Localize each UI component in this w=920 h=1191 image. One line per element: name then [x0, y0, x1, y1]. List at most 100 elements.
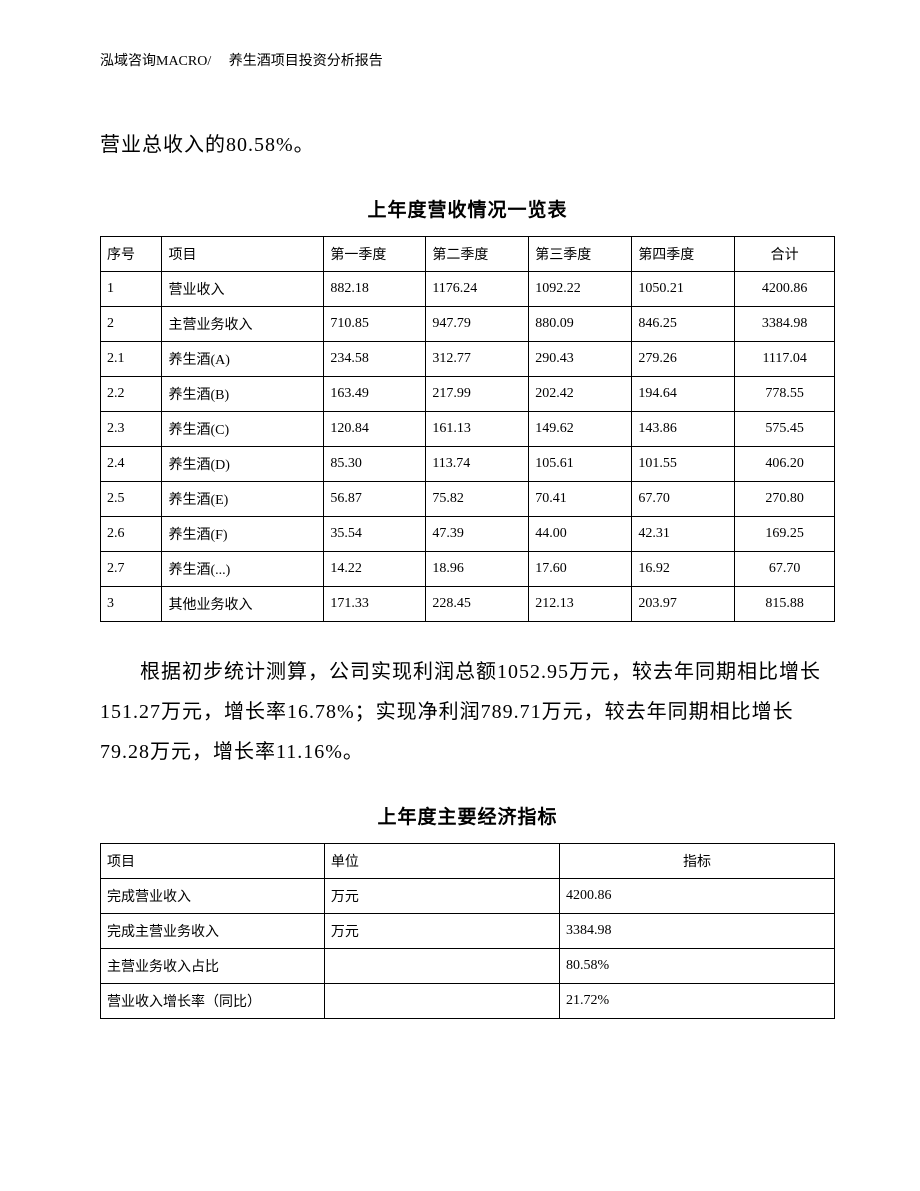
table-row: 营业收入增长率（同比） 21.72% — [101, 984, 835, 1019]
cell: 完成主营业务收入 — [101, 914, 325, 949]
paragraph-2: 根据初步统计测算，公司实现利润总额1052.95万元，较去年同期相比增长151.… — [100, 652, 835, 772]
cell: 2.2 — [101, 377, 162, 412]
cell: 养生酒(A) — [162, 342, 324, 377]
cell: 35.54 — [324, 517, 426, 552]
table-row: 主营业务收入占比 80.58% — [101, 949, 835, 984]
cell: 养生酒(C) — [162, 412, 324, 447]
cell: 1050.21 — [632, 272, 735, 307]
col-item: 项目 — [162, 237, 324, 272]
table-row: 完成主营业务收入 万元 3384.98 — [101, 914, 835, 949]
cell: 234.58 — [324, 342, 426, 377]
cell: 290.43 — [529, 342, 632, 377]
cell: 营业收入 — [162, 272, 324, 307]
col-q4: 第四季度 — [632, 237, 735, 272]
col-q3: 第三季度 — [529, 237, 632, 272]
cell: 16.92 — [632, 552, 735, 587]
cell: 778.55 — [735, 377, 835, 412]
cell: 完成营业收入 — [101, 879, 325, 914]
cell: 113.74 — [426, 447, 529, 482]
cell: 169.25 — [735, 517, 835, 552]
cell: 44.00 — [529, 517, 632, 552]
table2-title: 上年度主要经济指标 — [100, 802, 835, 829]
cell: 149.62 — [529, 412, 632, 447]
col-item: 项目 — [101, 844, 325, 879]
table-row: 2 主营业务收入 710.85 947.79 880.09 846.25 338… — [101, 307, 835, 342]
cell: 其他业务收入 — [162, 587, 324, 622]
cell: 710.85 — [324, 307, 426, 342]
col-indicator: 指标 — [560, 844, 835, 879]
cell: 143.86 — [632, 412, 735, 447]
col-q2: 第二季度 — [426, 237, 529, 272]
cell: 2.7 — [101, 552, 162, 587]
cell: 养生酒(B) — [162, 377, 324, 412]
table-row: 2.3 养生酒(C) 120.84 161.13 149.62 143.86 5… — [101, 412, 835, 447]
cell: 14.22 — [324, 552, 426, 587]
col-total: 合计 — [735, 237, 835, 272]
cell: 228.45 — [426, 587, 529, 622]
cell: 880.09 — [529, 307, 632, 342]
cell: 养生酒(F) — [162, 517, 324, 552]
cell: 2.3 — [101, 412, 162, 447]
table-header-row: 序号 项目 第一季度 第二季度 第三季度 第四季度 合计 — [101, 237, 835, 272]
table-row: 2.2 养生酒(B) 163.49 217.99 202.42 194.64 7… — [101, 377, 835, 412]
cell: 406.20 — [735, 447, 835, 482]
cell: 203.97 — [632, 587, 735, 622]
paragraph-1: 营业总收入的80.58%。 — [100, 125, 835, 165]
cell: 养生酒(E) — [162, 482, 324, 517]
cell: 万元 — [324, 914, 559, 949]
table-row: 完成营业收入 万元 4200.86 — [101, 879, 835, 914]
cell: 194.64 — [632, 377, 735, 412]
cell: 120.84 — [324, 412, 426, 447]
cell: 17.60 — [529, 552, 632, 587]
cell: 营业收入增长率（同比） — [101, 984, 325, 1019]
cell: 947.79 — [426, 307, 529, 342]
cell: 3384.98 — [735, 307, 835, 342]
table-row: 2.6 养生酒(F) 35.54 47.39 44.00 42.31 169.2… — [101, 517, 835, 552]
table-row: 3 其他业务收入 171.33 228.45 212.13 203.97 815… — [101, 587, 835, 622]
cell — [324, 949, 559, 984]
col-q1: 第一季度 — [324, 237, 426, 272]
cell: 70.41 — [529, 482, 632, 517]
cell — [324, 984, 559, 1019]
cell: 575.45 — [735, 412, 835, 447]
cell: 47.39 — [426, 517, 529, 552]
table-row: 2.7 养生酒(...) 14.22 18.96 17.60 16.92 67.… — [101, 552, 835, 587]
page-header: 泓域咨询MACRO/ 养生酒项目投资分析报告 — [100, 50, 835, 70]
cell: 163.49 — [324, 377, 426, 412]
cell: 2.6 — [101, 517, 162, 552]
cell: 67.70 — [632, 482, 735, 517]
cell: 4200.86 — [560, 879, 835, 914]
cell: 75.82 — [426, 482, 529, 517]
cell: 主营业务收入 — [162, 307, 324, 342]
cell: 161.13 — [426, 412, 529, 447]
table-row: 2.1 养生酒(A) 234.58 312.77 290.43 279.26 1… — [101, 342, 835, 377]
cell: 万元 — [324, 879, 559, 914]
cell: 56.87 — [324, 482, 426, 517]
cell: 270.80 — [735, 482, 835, 517]
cell: 主营业务收入占比 — [101, 949, 325, 984]
cell: 4200.86 — [735, 272, 835, 307]
cell: 85.30 — [324, 447, 426, 482]
cell: 171.33 — [324, 587, 426, 622]
cell: 2.4 — [101, 447, 162, 482]
cell: 846.25 — [632, 307, 735, 342]
cell: 1 — [101, 272, 162, 307]
table-header-row: 项目 单位 指标 — [101, 844, 835, 879]
cell: 18.96 — [426, 552, 529, 587]
revenue-table: 序号 项目 第一季度 第二季度 第三季度 第四季度 合计 1 营业收入 882.… — [100, 236, 835, 622]
cell: 养生酒(...) — [162, 552, 324, 587]
cell: 80.58% — [560, 949, 835, 984]
indicators-table: 项目 单位 指标 完成营业收入 万元 4200.86 完成主营业务收入 万元 3… — [100, 843, 835, 1019]
table-row: 1 营业收入 882.18 1176.24 1092.22 1050.21 42… — [101, 272, 835, 307]
cell: 105.61 — [529, 447, 632, 482]
cell: 2 — [101, 307, 162, 342]
table-row: 2.5 养生酒(E) 56.87 75.82 70.41 67.70 270.8… — [101, 482, 835, 517]
cell: 882.18 — [324, 272, 426, 307]
cell: 212.13 — [529, 587, 632, 622]
cell: 3384.98 — [560, 914, 835, 949]
cell: 217.99 — [426, 377, 529, 412]
cell: 1092.22 — [529, 272, 632, 307]
cell: 67.70 — [735, 552, 835, 587]
cell: 1117.04 — [735, 342, 835, 377]
cell: 养生酒(D) — [162, 447, 324, 482]
